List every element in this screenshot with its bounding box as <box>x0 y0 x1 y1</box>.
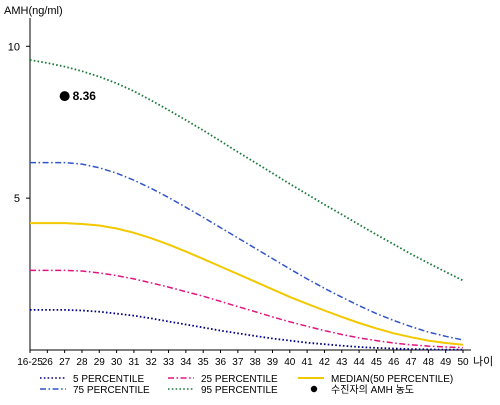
x-tick-label: 48 <box>423 357 435 368</box>
y-tick-label: 10 <box>8 41 20 53</box>
x-tick-label: 50 <box>457 357 469 368</box>
legend-label: MEDIAN(50 PERCENTILE) <box>331 374 453 385</box>
y-axis-label: AMH(ng/ml) <box>4 5 63 17</box>
legend: 5 PERCENTILE 25 PERCENTILE MEDIAN(50 PERCE… <box>40 374 453 396</box>
y-tick-label: 5 <box>14 193 20 205</box>
series-line <box>30 269 464 349</box>
legend-marker-dot <box>310 385 318 393</box>
series-line <box>30 222 464 346</box>
x-tick-label: 40 <box>284 357 296 368</box>
x-tick-label: 38 <box>250 357 262 368</box>
x-tick-label: 41 <box>302 357 314 368</box>
x-tick-label: 39 <box>267 357 279 368</box>
x-axis-label: 나이 <box>473 355 493 368</box>
x-tick-label: 46 <box>388 357 400 368</box>
x-tick-label: 26 <box>42 357 54 368</box>
x-tick-label: 47 <box>405 357 417 368</box>
x-tick-label: 42 <box>319 357 331 368</box>
x-tick-label: 33 <box>163 357 175 368</box>
x-tick-label: 37 <box>232 357 244 368</box>
patient-marker: 8.36 <box>59 89 97 103</box>
legend-label: 95 PERCENTILE <box>201 385 278 396</box>
legend-label: 75 PERCENTILE <box>73 385 150 396</box>
series-line <box>30 308 463 351</box>
x-tick-label: 27 <box>59 357 71 368</box>
x-tick-label: 35 <box>198 357 210 368</box>
legend-label: 25 PERCENTILE <box>201 374 278 385</box>
x-tick-label: 34 <box>180 357 192 368</box>
x-tick-label: 28 <box>76 357 88 368</box>
series-line <box>30 161 464 341</box>
x-tick-label: 49 <box>440 357 452 368</box>
legend-label: 5 PERCENTILE <box>73 374 144 385</box>
x-tick-label: 36 <box>215 357 227 368</box>
x-tick-label: 16-25 <box>17 357 43 368</box>
legend-marker-label: 수진자의 AMH 농도 <box>331 384 414 396</box>
x-tick-label: 30 <box>111 357 123 368</box>
x-tick-label: 44 <box>354 357 366 368</box>
x-tick-label: 29 <box>94 357 106 368</box>
x-tick-label: 43 <box>336 357 348 368</box>
x-tick-label: 32 <box>146 357 158 368</box>
series-lines <box>29 59 464 351</box>
patient-amh-value-label: 8.36 <box>73 89 97 103</box>
x-tick-label: 45 <box>371 357 383 368</box>
series-line <box>29 59 464 282</box>
x-tick-label: 31 <box>128 357 140 368</box>
patient-amh-point <box>59 91 70 102</box>
